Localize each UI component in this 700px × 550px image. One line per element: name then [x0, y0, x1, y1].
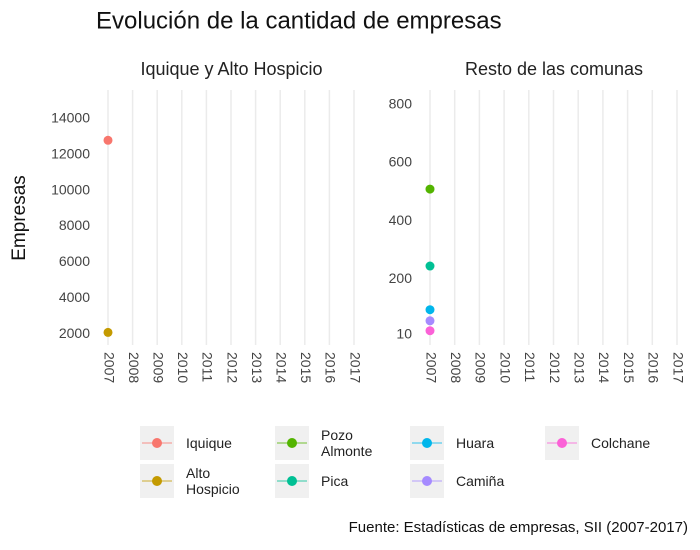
legend-key — [545, 426, 579, 460]
legend-item: Iquique — [140, 426, 266, 460]
legend-label: Alto Hospicio — [186, 465, 240, 497]
x-tick-label: 2014 — [596, 352, 612, 383]
x-tick-label: 2013 — [571, 352, 587, 383]
legend-label: Iquique — [186, 435, 232, 451]
x-tick-label: 2007 — [423, 352, 439, 383]
legend-label: Huara — [456, 435, 495, 451]
x-tick-label: 2010 — [175, 352, 191, 383]
y-tick-label: 10 — [396, 326, 412, 342]
legend-label: Pica — [321, 473, 349, 489]
point — [425, 316, 435, 326]
legend-item: Alto Hospicio — [140, 464, 266, 498]
x-tick-label: 2016 — [323, 352, 339, 383]
legend-label: Pozo Almonte — [321, 427, 373, 459]
legend-key — [275, 426, 309, 460]
x-tick-label: 2016 — [646, 352, 662, 383]
caption: Fuente: Estadísticas de empresas, SII (2… — [349, 519, 688, 536]
x-tick-label: 2013 — [249, 352, 265, 383]
y-axis-label: Empresas — [9, 175, 30, 261]
x-tick-label: 2008 — [126, 352, 142, 383]
legend-key — [410, 464, 444, 498]
x-tick-label: 2012 — [224, 352, 240, 383]
legend-label: Camiña — [456, 473, 505, 489]
x-tick-label: 2012 — [547, 352, 563, 383]
legend-item: Huara — [410, 426, 536, 460]
x-tick-label: 2009 — [150, 352, 166, 383]
x-tick-label: 2017 — [347, 352, 363, 383]
x-tick-label: 2014 — [273, 352, 289, 383]
legend-item: Pozo Almonte — [275, 426, 401, 460]
y-tick-label: 600 — [389, 154, 413, 170]
legend-key — [140, 464, 174, 498]
y-tick-label: 2000 — [59, 325, 90, 341]
y-tick-label: 400 — [389, 212, 413, 228]
y-tick-label: 8000 — [59, 217, 90, 233]
y-tick-label: 12000 — [51, 145, 90, 161]
y-tick-label: 6000 — [59, 253, 90, 269]
x-tick-label: 2007 — [101, 352, 117, 383]
y-tick-label: 14000 — [51, 109, 90, 125]
x-tick-label: 2017 — [670, 352, 686, 383]
y-tick-label: 10000 — [51, 181, 90, 197]
legend-key — [140, 426, 174, 460]
point — [103, 327, 113, 337]
chart-title: Evolución de la cantidad de empresas — [96, 7, 502, 34]
legend: Iquique Alto Hospicio Pozo Almonte Pica Huar… — [140, 426, 680, 506]
x-tick-label: 2015 — [298, 352, 314, 383]
point — [425, 184, 435, 194]
point — [425, 261, 435, 271]
legend-item: Colchane — [545, 426, 671, 460]
legend-key — [410, 426, 444, 460]
panel-title: Iquique y Alto Hospicio — [140, 59, 322, 79]
legend-item: Pica — [275, 464, 401, 498]
panel-title: Resto de las comunas — [465, 59, 643, 79]
legend-item: Camiña — [410, 464, 536, 498]
point — [425, 305, 435, 315]
legend-key — [275, 464, 309, 498]
point — [103, 135, 113, 145]
x-tick-label: 2009 — [473, 352, 489, 383]
y-tick-label: 4000 — [59, 289, 90, 305]
point — [425, 326, 435, 336]
x-tick-label: 2010 — [497, 352, 513, 383]
y-tick-label: 200 — [389, 270, 413, 286]
x-tick-label: 2008 — [448, 352, 464, 383]
x-tick-label: 2011 — [200, 352, 216, 382]
legend-label: Colchane — [591, 435, 651, 451]
x-tick-label: 2015 — [621, 352, 637, 383]
x-tick-label: 2011 — [522, 352, 538, 382]
y-tick-label: 800 — [389, 95, 413, 111]
